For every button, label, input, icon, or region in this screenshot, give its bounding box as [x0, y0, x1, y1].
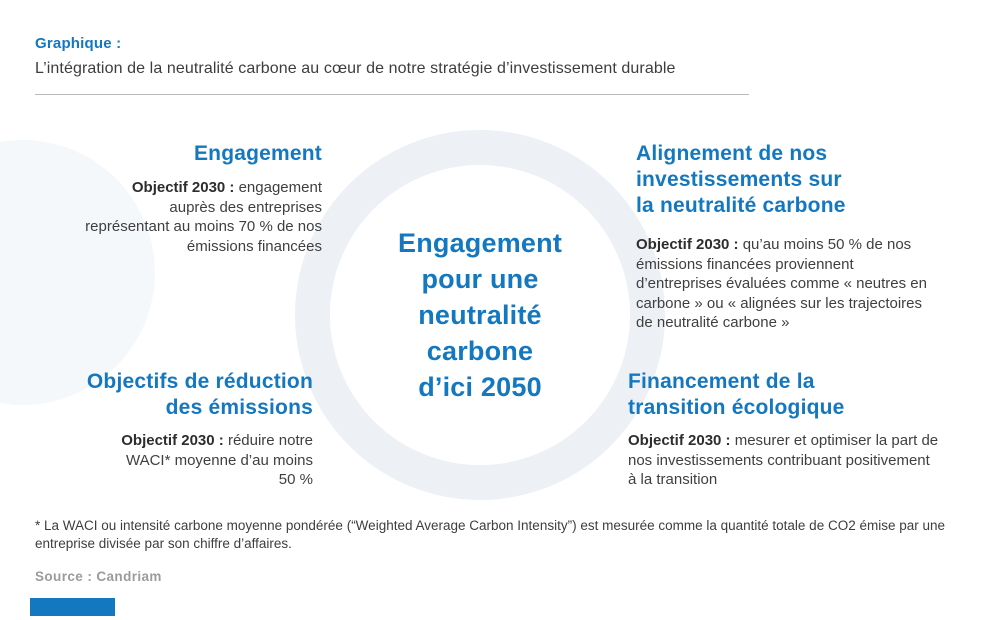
objective-text: réduire notre WACI* moyenne d’au moins 5…	[125, 432, 313, 488]
quadrant-title-line: investissements sur	[636, 168, 842, 191]
quadrant-body: Objectif 2030 : réduire notre WACI* moye…	[117, 431, 313, 490]
quadrant-title-line: Objectifs de réduction	[86, 370, 313, 393]
objective-label: Objectif 2030 :	[121, 432, 224, 449]
quadrant-title: Objectifs de réduction des émissions	[53, 369, 313, 421]
quadrant-title-line: des émissions	[165, 396, 313, 419]
chart-label: Graphique :	[35, 35, 122, 52]
quadrant-title-line: Financement de la	[628, 370, 815, 393]
source-credit: Source : Candriam	[35, 569, 162, 584]
quadrant-body: Objectif 2030 : qu’au moins 50 % de nos …	[636, 235, 941, 333]
quadrant-title-line: la neutralité carbone	[636, 194, 846, 217]
quadrant-reduction: Objectifs de réduction des émissions Obj…	[53, 369, 313, 490]
objective-text: engagement auprès des entreprises représ…	[85, 179, 322, 255]
quadrant-title: Financement de la transition écologique	[628, 369, 940, 421]
header-divider	[35, 94, 749, 95]
center-message-line: neutralité	[418, 300, 542, 330]
objective-label: Objectif 2030 :	[628, 432, 731, 449]
quadrant-body: Objectif 2030 : engagement auprès des en…	[84, 178, 322, 256]
center-message-line: d’ici 2050	[418, 372, 542, 402]
objective-text: qu’au moins 50 % de nos émissions financ…	[636, 236, 927, 331]
center-message-line: carbone	[426, 336, 534, 366]
quadrant-body: Objectif 2030 : mesurer et optimiser la …	[628, 431, 940, 490]
quadrant-title-line: Alignement de nos	[636, 142, 828, 165]
chart-subtitle: L’intégration de la neutralité carbone a…	[35, 60, 676, 77]
footnote: * La WACI ou intensité carbone moyenne p…	[35, 518, 946, 551]
center-message: Engagement pour une neutralité carbone d…	[295, 130, 665, 500]
quadrant-title: Alignement de nos investissements sur la…	[636, 141, 941, 219]
center-message-line: Engagement	[397, 228, 563, 258]
objective-label: Objectif 2030 :	[636, 236, 739, 253]
objective-label: Objectif 2030 :	[131, 179, 235, 196]
quadrant-title-line: Engagement	[193, 142, 322, 165]
quadrant-engagement: Engagement Objectif 2030 : engagement au…	[84, 141, 322, 256]
center-message-line: pour une	[421, 264, 539, 294]
quadrant-financement: Financement de la transition écologique …	[628, 369, 940, 490]
quadrant-title-line: transition écologique	[628, 396, 845, 419]
objective-text: mesurer et optimiser la part de nos inve…	[628, 432, 939, 488]
quadrant-alignement: Alignement de nos investissements sur la…	[636, 141, 941, 333]
quadrant-title: Engagement	[84, 141, 322, 167]
candriam-logo-bar	[30, 598, 115, 616]
